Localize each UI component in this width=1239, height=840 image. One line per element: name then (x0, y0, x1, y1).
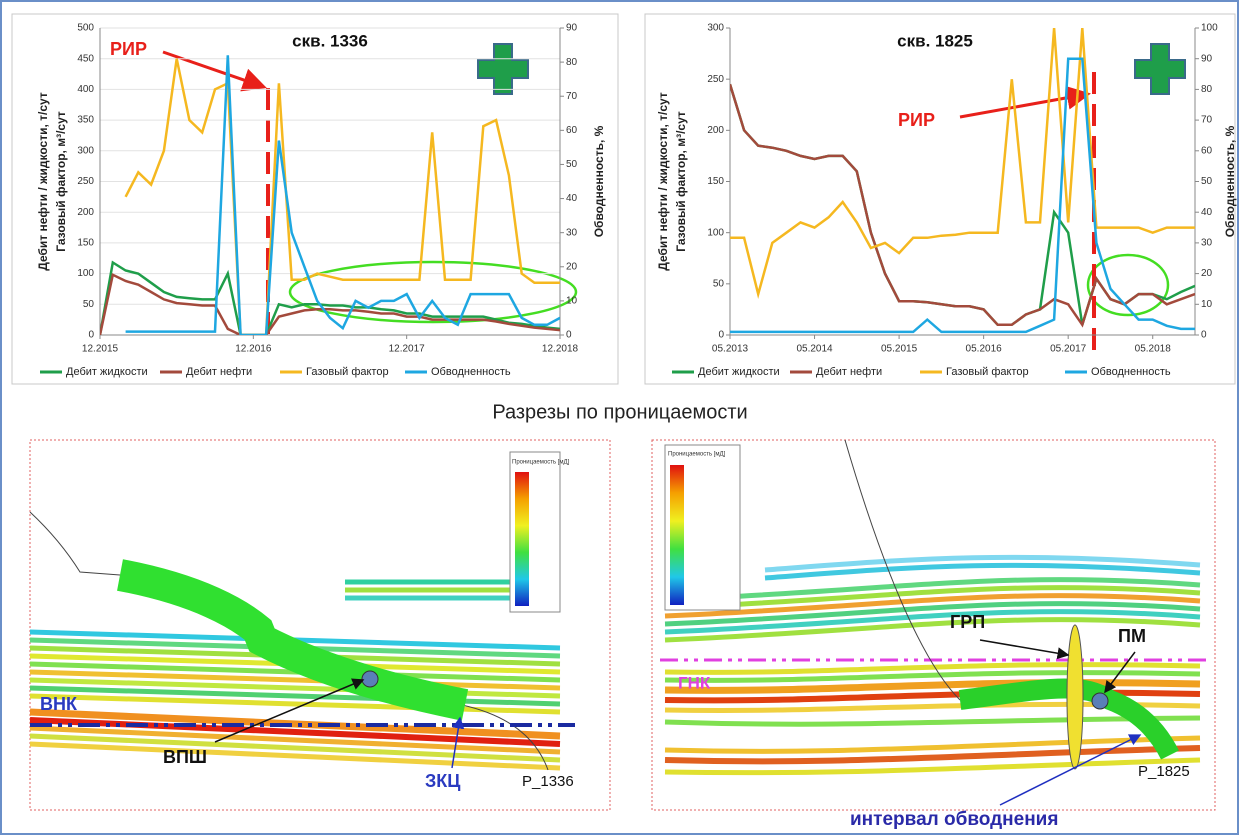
y2-tick-label: 30 (566, 227, 578, 238)
zkc-label: ЗКЦ (425, 771, 461, 791)
y2-tick-label: 60 (566, 125, 578, 136)
y-axis-label: Газовый фактор, м³/сут (54, 111, 68, 252)
y-tick-label: 350 (77, 115, 94, 126)
y-tick-label: 450 (77, 53, 94, 64)
legend-label: Обводненность (1091, 366, 1171, 378)
legend-title: Проницаемость [мД] (512, 460, 570, 466)
legend-label: Газовый фактор (946, 366, 1029, 378)
legend-label: Газовый фактор (306, 366, 389, 378)
y-tick-label: 500 (77, 23, 94, 34)
y-tick-label: 50 (713, 278, 725, 289)
chart-title: скв. 1336 (292, 31, 368, 50)
legend-label: Дебит жидкости (698, 366, 780, 378)
y-tick-label: 150 (77, 238, 94, 249)
y2-tick-label: 0 (1201, 330, 1207, 341)
vnk-label: ВНК (40, 694, 78, 714)
well-label: P_1336 (522, 773, 574, 790)
legend-label: Дебит жидкости (66, 366, 148, 378)
y2-tick-label: 40 (1201, 207, 1213, 218)
x-tick-label: 05.2018 (1135, 344, 1172, 355)
x-tick-label: 05.2016 (966, 344, 1003, 355)
y2-tick-label: 10 (566, 296, 578, 307)
y2-tick-label: 40 (566, 193, 578, 204)
chart-title: скв. 1825 (897, 31, 973, 50)
y2-tick-label: 90 (1201, 53, 1213, 64)
y2-axis-label: Обводненность, % (1223, 125, 1237, 237)
y2-tick-label: 30 (1201, 238, 1213, 249)
legend-label: Дебит нефти (186, 366, 252, 378)
gnk-label: ГНК (678, 673, 711, 692)
y-tick-label: 100 (707, 227, 724, 238)
y2-tick-label: 80 (566, 57, 578, 68)
y-tick-label: 300 (707, 23, 724, 34)
left-section: Проницаемость [мД] ВНК ВПШ ЗКЦ P_1336 (30, 440, 610, 810)
y-tick-label: 300 (77, 145, 94, 156)
y-tick-label: 250 (707, 74, 724, 85)
y2-tick-label: 0 (566, 330, 572, 341)
y-tick-label: 50 (83, 299, 95, 310)
y2-tick-label: 70 (1201, 115, 1213, 126)
annotation: РИР (898, 110, 935, 130)
y-tick-label: 100 (77, 268, 94, 279)
x-tick-label: 05.2013 (712, 344, 749, 355)
y2-tick-label: 90 (566, 23, 578, 34)
x-tick-label: 05.2014 (796, 344, 833, 355)
y-tick-label: 200 (707, 125, 724, 136)
y-axis-label: Дебит нефти / жидкости, т/сут (36, 92, 50, 271)
grp-label: ГРП (950, 612, 985, 632)
y2-tick-label: 20 (566, 261, 578, 272)
y-tick-label: 150 (707, 176, 724, 187)
y-tick-label: 400 (77, 84, 94, 95)
interval-label: интервал обводнения (850, 809, 1058, 830)
legend-label: Обводненность (431, 366, 511, 378)
well-label: P_1825 (1138, 763, 1190, 780)
y-axis-label: Дебит нефти / жидкости, т/сут (656, 92, 670, 271)
x-tick-label: 12.2017 (389, 344, 426, 355)
y-tick-label: 0 (718, 330, 724, 341)
y2-tick-label: 50 (1201, 176, 1213, 187)
y-tick-label: 200 (77, 207, 94, 218)
y-axis-label: Газовый фактор, м³/сут (674, 111, 688, 252)
y2-tick-label: 70 (566, 91, 578, 102)
y2-tick-label: 80 (1201, 84, 1213, 95)
x-tick-label: 05.2015 (881, 344, 918, 355)
x-tick-label: 05.2017 (1050, 344, 1087, 355)
section-title: Разрезы по проницаемости (492, 401, 747, 423)
y-tick-label: 0 (88, 330, 94, 341)
x-tick-label: 12.2016 (235, 344, 272, 355)
slide: Разрезы по проницаемости Проницаемость [… (0, 0, 1239, 835)
y2-tick-label: 10 (1201, 299, 1213, 310)
annotation: РИР (110, 39, 147, 59)
y-tick-label: 250 (77, 176, 94, 187)
x-tick-label: 12.2015 (82, 344, 119, 355)
x-tick-label: 12.2018 (542, 344, 579, 355)
y2-tick-label: 20 (1201, 268, 1213, 279)
right-section: Проницаемость [мД] ГРП ПМ ГНК P_1825 инт… (652, 440, 1215, 830)
vpsh-label: ВПШ (163, 747, 207, 767)
legend-title: Проницаемость [мД] (668, 452, 726, 458)
y2-axis-label: Обводненность, % (592, 125, 606, 237)
y2-tick-label: 50 (566, 159, 578, 170)
legend-label: Дебит нефти (816, 366, 882, 378)
y2-tick-label: 100 (1201, 23, 1218, 34)
y2-tick-label: 60 (1201, 145, 1213, 156)
pm-label: ПМ (1118, 626, 1146, 646)
